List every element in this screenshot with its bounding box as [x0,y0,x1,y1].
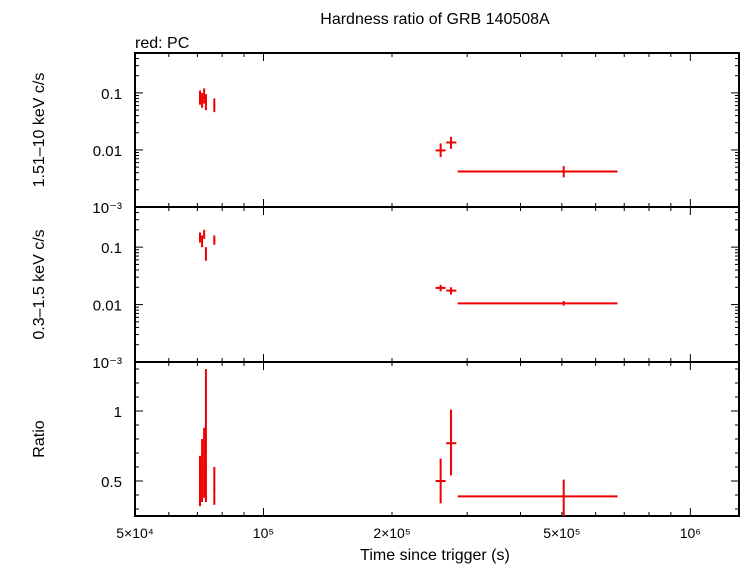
data-point [204,247,207,261]
panel-frame [134,361,740,517]
data-point [204,369,207,502]
y-tick-label: 10⁻³ [92,200,122,217]
panel-soft: 0.1 0.01 10⁻³ 0.3–1.5 keV c/s [31,206,740,372]
data-point [435,284,446,292]
panel-frame [134,52,740,208]
panel-ratio: 1 0.5 Ratio [31,361,740,517]
data-point [446,136,457,149]
y-tick-label: 0.1 [101,240,122,257]
panels: 0.1 0.01 10⁻³ 1.51–10 keV c/s 0.1 0.01 10⁻³ 0.3… [31,52,740,541]
data-point [435,143,446,158]
data-point [457,166,618,178]
data-point [457,301,618,306]
data-point [213,467,216,505]
data-point [213,235,216,245]
data-point [204,94,207,111]
y-axis-label-ratio: Ratio [31,420,48,457]
y-axis-label-hard: 1.51–10 keV c/s [31,73,48,188]
data-point [446,287,457,295]
data-point [199,455,202,507]
x-tick-label: 10⁶ [680,525,701,541]
x-tick-label: 5×10⁴ [116,525,154,541]
data-point [201,235,204,248]
y-tick-label: 0.01 [93,143,122,160]
y-tick-label: 1 [114,404,122,421]
chart-subtitle: red: PC [135,35,189,52]
panel-frame [134,206,740,363]
data-point [203,229,206,239]
y-tick-label: 0.1 [101,86,122,103]
data-point [203,88,206,104]
panel-hard: 0.1 0.01 10⁻³ 1.51–10 keV c/s [31,52,740,217]
data-point [446,409,457,476]
data-point [201,92,204,108]
y-tick-label: 0.5 [101,474,122,491]
x-tick-label: 2×10⁵ [373,525,410,541]
y-axis-label-soft: 0.3–1.5 keV c/s [31,229,48,339]
y-tick-label: 0.01 [93,298,122,315]
data-point [203,427,206,498]
data-point [201,439,204,502]
data-point [213,98,216,113]
x-tick-label: 5×10⁵ [543,525,580,541]
data-point [199,232,202,243]
y-tick-label: 10⁻³ [92,355,122,372]
chart-title: Hardness ratio of GRB 140508A [320,11,550,28]
x-axis-label: Time since trigger (s) [360,547,510,564]
data-point [457,479,618,516]
data-point [435,458,446,504]
x-tick-label: 10⁵ [253,525,274,541]
data-point [199,90,202,105]
